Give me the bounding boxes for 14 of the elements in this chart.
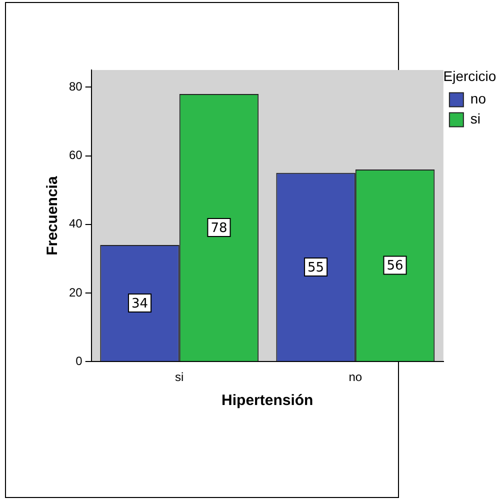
legend-label: si: [470, 110, 481, 127]
y-tick-label: 60: [68, 148, 83, 162]
legend-label: no: [470, 90, 486, 107]
y-tick-label: 20: [68, 285, 83, 300]
y-tick-label: 0: [76, 354, 83, 368]
legend-title: Ejercicio: [443, 68, 496, 84]
data-label: 34: [131, 296, 148, 312]
y-tick-label: 40: [68, 216, 83, 231]
x-axis-title: Hipertensión: [222, 392, 314, 410]
data-label: 55: [308, 260, 324, 276]
data-label: 56: [386, 258, 404, 274]
y-tick-label: 80: [68, 79, 83, 94]
data-label: 78: [210, 220, 228, 236]
y-axis-title: Frecuencia: [44, 176, 62, 256]
